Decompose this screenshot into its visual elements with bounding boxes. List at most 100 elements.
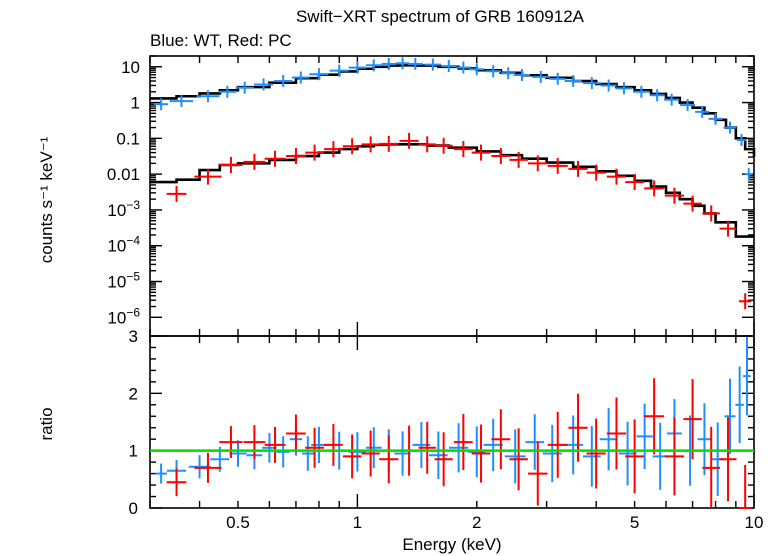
pc-data-point: [194, 168, 222, 185]
x-tick-label: 10: [745, 513, 764, 532]
spectrum-y-tick-label: 10−6: [107, 305, 140, 327]
pc-data-point: [547, 157, 568, 174]
chart-subtitle: Blue: WT, Red: PC: [150, 31, 292, 50]
pc-model-line: [150, 143, 754, 238]
ratio-plot-frame: [149, 335, 755, 509]
wt-data-point: [196, 90, 220, 103]
pc-data-point: [491, 148, 511, 165]
pc-data-point: [324, 141, 343, 158]
spectrum-y-tick-label: 10: [121, 58, 140, 77]
ratio-y-tick-label: 0: [129, 499, 138, 518]
wt-data-point: [582, 77, 601, 90]
pc-data-point: [166, 185, 187, 202]
spectrum-data-points: [154, 57, 753, 310]
wt-data-point: [500, 67, 516, 80]
wt-data-point: [309, 68, 329, 81]
wt-data-point: [695, 105, 710, 118]
pc-ratio-point: [324, 423, 343, 466]
wt-ratio-point: [582, 426, 601, 487]
pc-data-point: [719, 220, 737, 237]
spectrum-y-tick-label: 1: [131, 94, 140, 113]
pc-ratio-point: [286, 414, 306, 453]
pc-ratio-point: [166, 468, 187, 497]
wt-data-point: [395, 57, 410, 70]
spectrum-y-tick-label: 10−4: [107, 234, 140, 256]
wt-ratio-point: [636, 403, 653, 470]
wt-ratio-point: [449, 423, 469, 473]
ratio-y-axis-label: ratio: [37, 407, 56, 440]
pc-data-point: [243, 153, 266, 170]
wt-data-point: [649, 89, 665, 102]
wt-ratio-point: [188, 455, 211, 479]
pc-ratio-point: [491, 409, 511, 470]
wt-data-point: [723, 121, 737, 134]
wt-data-point: [154, 98, 169, 111]
spectrum-axis-ticks: [149, 55, 755, 336]
pc-data-point: [264, 150, 286, 167]
wt-ratio-point: [504, 429, 526, 484]
wt-data-point: [679, 99, 696, 112]
wt-data-point: [291, 71, 310, 84]
wt-ratio-point: [697, 403, 712, 476]
wt-ratio-point: [618, 421, 637, 486]
spectrum-model-lines: [150, 63, 756, 238]
pc-ratio-point: [194, 452, 222, 483]
pc-data-point: [342, 138, 362, 155]
x-tick-label: 0.5: [226, 513, 250, 532]
pc-data-point: [471, 144, 491, 161]
x-axis-label: Energy (keV): [402, 535, 501, 554]
wt-data-point: [615, 82, 633, 95]
pc-ratio-point: [243, 425, 266, 460]
wt-data-point: [218, 85, 237, 98]
pc-data-point: [738, 293, 752, 310]
spectrum-plot-frame: [149, 55, 755, 337]
pc-data-point: [625, 174, 645, 191]
pc-ratio-point: [418, 421, 436, 474]
pc-ratio-point: [528, 441, 548, 506]
pc-ratio-point: [379, 435, 399, 484]
pc-data-point: [664, 187, 685, 204]
pc-data-point: [683, 195, 702, 212]
ratio-y-tick-label: 1: [129, 442, 138, 461]
pc-ratio-point: [342, 434, 362, 479]
spectrum-y-axis-label: counts s⁻¹ keV⁻¹: [37, 136, 56, 263]
wt-ratio-point: [155, 463, 167, 484]
pc-ratio-point: [264, 426, 286, 463]
ratio-y-tick-labels: 0 1 2 3: [129, 327, 138, 518]
pc-data-point: [509, 151, 528, 168]
pc-ratio-point: [471, 424, 491, 483]
wt-data-point: [531, 70, 550, 83]
wt-ratio-point: [365, 427, 382, 469]
pc-ratio-point: [454, 414, 473, 471]
wt-data-point: [513, 68, 531, 81]
x-tick-label: 1: [353, 513, 362, 532]
pc-ratio-point: [683, 379, 702, 460]
wt-data-point: [456, 61, 471, 74]
ratio-panel: 0 1 2 3 0.5 1 2 5 10 ratio Energy (keV): [37, 327, 763, 554]
x-tick-label: 2: [472, 513, 481, 532]
pc-data-point: [606, 168, 627, 185]
wt-ratio-point: [743, 336, 751, 416]
pc-data-point: [305, 144, 324, 161]
pc-data-point: [399, 132, 419, 149]
wt-data-point: [664, 93, 680, 106]
wt-data-point: [365, 59, 382, 72]
wt-ratio-point: [302, 436, 314, 471]
wt-ratio-point: [429, 431, 448, 480]
wt-data-point: [441, 60, 457, 73]
wt-ratio-point: [599, 408, 618, 471]
wt-ratio-point: [525, 414, 544, 470]
pc-ratio-point: [547, 411, 568, 478]
pc-data-point: [586, 164, 606, 181]
spectrum-y-tick-label: 10−5: [107, 269, 140, 291]
pc-ratio-point: [606, 397, 627, 470]
pc-ratio-point: [625, 419, 645, 494]
pc-ratio-point: [664, 417, 685, 496]
wt-data-point: [549, 72, 566, 85]
ratio-y-tick-label: 3: [129, 327, 138, 346]
wt-data-point: [485, 65, 502, 78]
x-tick-label: 5: [630, 513, 639, 532]
pc-data-point: [286, 148, 306, 165]
wt-ratio-point: [229, 440, 247, 467]
